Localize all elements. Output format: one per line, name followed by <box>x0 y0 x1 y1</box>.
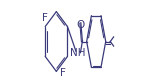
Text: O: O <box>76 20 84 30</box>
Text: F: F <box>60 68 66 78</box>
Text: NH: NH <box>70 48 86 58</box>
Text: F: F <box>42 13 48 23</box>
